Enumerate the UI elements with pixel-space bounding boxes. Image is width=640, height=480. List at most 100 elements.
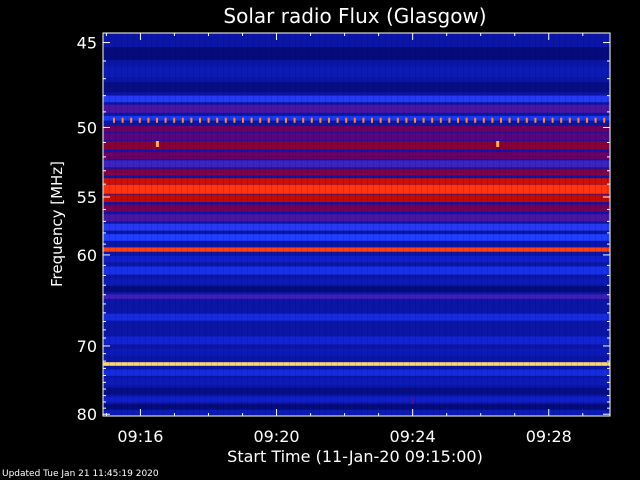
time-column-shade — [547, 33, 548, 416]
spectrogram-band — [103, 286, 610, 292]
interference-dot — [190, 117, 193, 123]
time-column-shade — [415, 33, 416, 416]
spectrogram-band — [103, 294, 610, 299]
interference-dot — [121, 117, 124, 123]
time-column-shade — [541, 33, 542, 416]
interference-dot — [439, 117, 442, 123]
interference-dot — [130, 117, 133, 123]
spectrogram-band — [103, 387, 610, 395]
spectrogram-band — [103, 178, 610, 185]
time-column-shade — [289, 33, 290, 416]
interference-dot — [113, 117, 115, 123]
time-column-shade — [109, 33, 110, 416]
time-column-shade — [511, 33, 512, 416]
time-column-shade — [565, 33, 566, 416]
time-column-shade — [493, 33, 494, 416]
time-column-shade — [349, 33, 350, 416]
y-tick-label: 45 — [77, 34, 97, 53]
interference-dot — [560, 117, 563, 123]
y-tick-label: 50 — [77, 119, 97, 138]
interference-dot — [474, 117, 477, 123]
time-column-shade — [595, 33, 596, 416]
spectrogram-band — [103, 214, 610, 222]
spectrogram-band — [103, 47, 610, 61]
interference-dot — [259, 117, 262, 123]
time-column-shade — [559, 33, 560, 416]
time-column-shade — [193, 33, 194, 416]
interference-dot — [586, 117, 588, 123]
time-column-shade — [529, 33, 530, 416]
y-tick-label: 80 — [77, 405, 97, 424]
time-column-shade — [223, 33, 224, 416]
spectrogram-band — [103, 369, 610, 376]
time-column-shade — [487, 33, 488, 416]
interference-dot — [156, 117, 158, 123]
time-column-shade — [481, 33, 482, 416]
time-column-shade — [601, 33, 602, 416]
emission-spot — [155, 141, 159, 147]
interference-dot — [242, 117, 244, 123]
time-column-shade — [325, 33, 326, 416]
time-column-shade — [253, 33, 254, 416]
interference-dot — [508, 117, 511, 123]
time-column-shade — [187, 33, 188, 416]
interference-dot — [603, 117, 606, 123]
interference-dot — [457, 117, 459, 123]
time-column-shade — [427, 33, 428, 416]
spectrogram-band — [103, 362, 610, 366]
interference-dot — [224, 117, 227, 123]
time-column-shade — [451, 33, 452, 416]
spectrogram-band — [103, 104, 610, 113]
time-column-shade — [121, 33, 122, 416]
time-column-shade — [199, 33, 200, 416]
interference-dot — [276, 117, 279, 123]
time-column-shade — [319, 33, 320, 416]
spectrogram-band — [103, 82, 610, 93]
x-axis: 09:16 09:20 09:24 09:28 — [105, 33, 584, 446]
time-column-shade — [343, 33, 344, 416]
x-tick-label: 09:24 — [390, 427, 436, 446]
time-column-shade — [499, 33, 500, 416]
time-column-shade — [583, 33, 584, 416]
spectrogram-band — [103, 115, 610, 121]
emission-spot — [411, 397, 415, 404]
time-column-shade — [307, 33, 308, 416]
time-column-shade — [277, 33, 278, 416]
time-column-shade — [355, 33, 356, 416]
interference-dot — [328, 117, 330, 123]
interference-dot — [594, 117, 597, 123]
time-column-shade — [235, 33, 236, 416]
interference-dot — [551, 117, 554, 123]
time-column-shade — [127, 33, 128, 416]
interference-dot — [577, 117, 580, 123]
spectrogram-band — [103, 378, 610, 385]
time-column-shade — [139, 33, 140, 416]
spectrogram-band — [103, 141, 610, 150]
time-column-shade — [457, 33, 458, 416]
spectrogram-band — [103, 302, 610, 310]
interference-dot — [465, 117, 468, 123]
x-axis-label: Start Time (11-Jan-20 09:15:00) — [227, 447, 483, 466]
time-column-shade — [265, 33, 266, 416]
time-column-shade — [115, 33, 116, 416]
interference-dot — [482, 117, 485, 123]
interference-dot — [216, 117, 219, 123]
interference-dot — [310, 117, 313, 123]
spectrogram-band — [103, 234, 610, 241]
interference-dot — [448, 117, 451, 123]
time-column-shade — [589, 33, 590, 416]
time-column-shade — [463, 33, 464, 416]
spectrogram-band — [103, 336, 610, 345]
plot-area — [102, 32, 611, 417]
time-column-shade — [271, 33, 272, 416]
y-axis-label: Frequency [MHz] — [48, 161, 66, 287]
x-tick-label: 09:20 — [253, 427, 299, 446]
time-column-shade — [397, 33, 398, 416]
spectrogram-band — [103, 151, 610, 159]
time-column-shade — [229, 33, 230, 416]
time-column-shade — [301, 33, 302, 416]
spectrogram-band — [103, 204, 610, 212]
time-column-shade — [577, 33, 578, 416]
interference-dot — [138, 117, 141, 123]
